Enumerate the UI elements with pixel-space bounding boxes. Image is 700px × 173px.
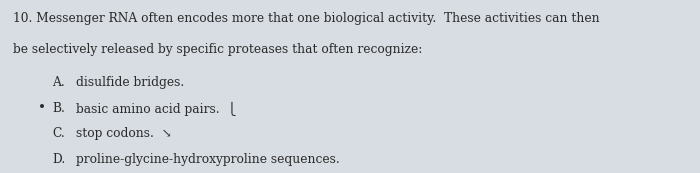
Text: D.: D. xyxy=(52,153,66,166)
Text: B.: B. xyxy=(52,102,65,115)
Text: proline-glycine-hydroxyproline sequences.: proline-glycine-hydroxyproline sequences… xyxy=(76,153,340,166)
Text: C.: C. xyxy=(52,127,65,140)
Text: 10. Messenger RNA often encodes more that one biological activity.  These activi: 10. Messenger RNA often encodes more tha… xyxy=(13,12,599,25)
Text: A.: A. xyxy=(52,76,65,89)
Text: disulfide bridges.: disulfide bridges. xyxy=(76,76,184,89)
Text: basic amino acid pairs.  ⎩: basic amino acid pairs. ⎩ xyxy=(76,102,236,116)
Text: •: • xyxy=(38,101,46,115)
Text: stop codons.  ↘: stop codons. ↘ xyxy=(76,127,172,140)
Text: be selectively released by specific proteases that often recognize:: be selectively released by specific prot… xyxy=(13,43,422,56)
